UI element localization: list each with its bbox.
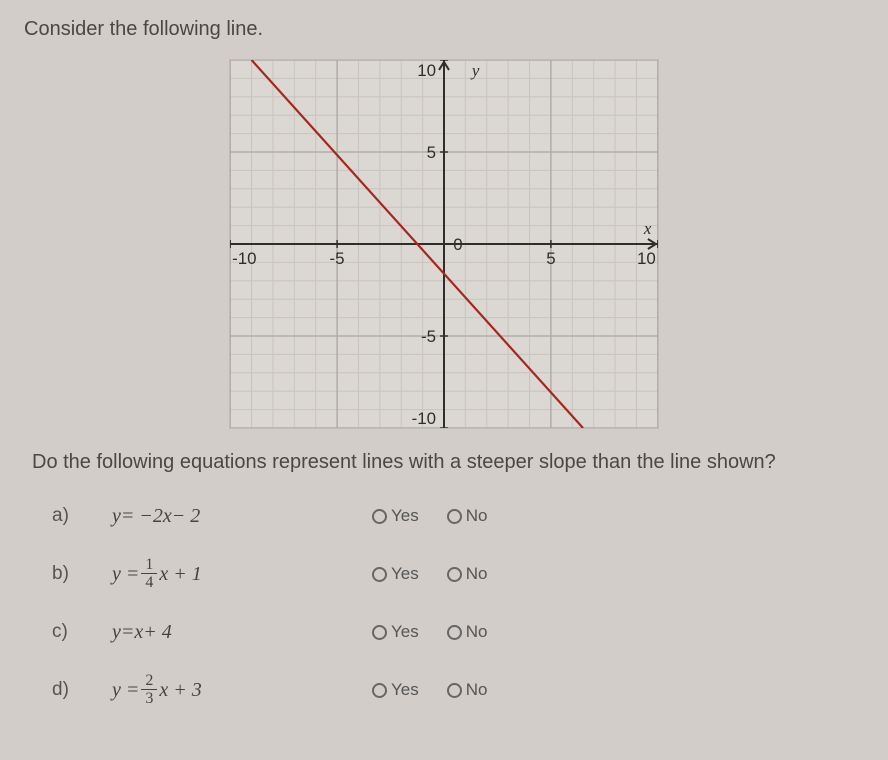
svg-text:5: 5 [427,143,436,162]
option-equation: y = 23x + 3 [112,673,372,708]
radio-icon [372,509,387,524]
radio-no[interactable]: No [447,622,488,642]
option-letter: c) [52,621,112,643]
yes-no-group: Yes No [372,680,487,700]
radio-no[interactable]: No [447,680,488,700]
radio-icon [372,567,387,582]
coordinate-graph: -10 -5 0 5 10 -10 -5 5 10 x y [229,59,659,429]
svg-text:-5: -5 [330,249,345,268]
svg-text:x: x [643,219,652,238]
svg-text:-5: -5 [421,327,436,346]
radio-icon [447,625,462,640]
option-equation: y = x + 4 [112,621,372,644]
radio-no[interactable]: No [447,564,488,584]
svg-text:5: 5 [546,249,555,268]
radio-no[interactable]: No [447,506,488,526]
radio-icon [447,683,462,698]
svg-text:10: 10 [417,61,436,80]
radio-yes[interactable]: Yes [372,564,419,584]
svg-text:y: y [470,61,480,80]
yes-no-group: Yes No [372,622,487,642]
svg-text:-10: -10 [412,409,436,428]
radio-yes[interactable]: Yes [372,680,419,700]
svg-text:0: 0 [453,235,462,254]
radio-icon [447,509,462,524]
question-text: Do the following equations represent lin… [32,451,864,474]
radio-icon [372,625,387,640]
yes-no-group: Yes No [372,506,487,526]
options-list: a)y = −2x − 2YesNob)y = 14x + 1YesNoc)y … [52,490,864,716]
option-row: c)y = x + 4Yes No [52,606,864,658]
option-equation: y = 14x + 1 [112,557,372,592]
option-equation: y = −2x − 2 [112,505,372,528]
option-letter: a) [52,505,112,527]
radio-icon [372,683,387,698]
graph-container: -10 -5 0 5 10 -10 -5 5 10 x y [24,59,864,429]
prompt-text: Consider the following line. [24,18,864,41]
option-row: d)y = 23x + 3Yes No [52,664,864,716]
option-row: a)y = −2x − 2Yes No [52,490,864,542]
svg-text:-10: -10 [232,249,256,268]
radio-yes[interactable]: Yes [372,622,419,642]
svg-text:10: 10 [637,249,656,268]
option-letter: b) [52,563,112,585]
option-row: b)y = 14x + 1Yes No [52,548,864,600]
radio-icon [447,567,462,582]
option-letter: d) [52,679,112,701]
yes-no-group: Yes No [372,564,487,584]
graph-svg: -10 -5 0 5 10 -10 -5 5 10 x y [230,60,658,428]
radio-yes[interactable]: Yes [372,506,419,526]
